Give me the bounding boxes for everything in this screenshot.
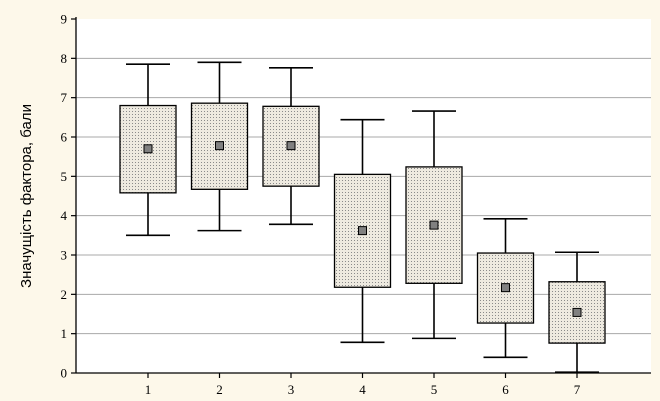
x-tick-label: 5 — [431, 382, 438, 397]
x-tick-labels: 1 2 3 4 5 6 7 — [145, 382, 581, 397]
box-1 — [119, 63, 177, 237]
y-tick-label: 4 — [61, 208, 68, 223]
x-tick-label: 2 — [216, 382, 223, 397]
x-tick-label: 1 — [145, 382, 152, 397]
median-marker — [572, 307, 582, 317]
y-axis-label: Значущість фактора, бали — [18, 104, 35, 288]
median-marker — [215, 141, 224, 151]
y-tick-label: 5 — [61, 169, 68, 184]
y-tick-labels: 0 1 2 3 4 5 6 7 8 9 — [61, 12, 68, 381]
axes — [71, 17, 651, 378]
y-tick-label: 0 — [61, 366, 68, 381]
boxes — [119, 61, 606, 374]
x-tick-label: 6 — [502, 382, 509, 397]
median-marker — [286, 141, 296, 151]
y-tick-label: 1 — [61, 326, 68, 341]
box-2 — [190, 61, 249, 232]
y-tick-label: 8 — [61, 51, 68, 66]
box-5 — [405, 110, 463, 340]
x-tick-label: 3 — [288, 382, 295, 397]
x-tick-label: 4 — [359, 382, 366, 397]
median-marker — [358, 226, 367, 236]
box-7 — [548, 251, 606, 374]
y-tick-label: 3 — [61, 248, 68, 263]
median-marker — [143, 144, 153, 154]
box-6 — [476, 218, 535, 359]
y-tick-label: 9 — [61, 12, 68, 27]
y-tick-label: 2 — [61, 287, 68, 302]
y-tick-label: 6 — [61, 130, 68, 145]
y-tick-label: 7 — [61, 90, 68, 105]
x-tick-label: 7 — [574, 382, 581, 397]
median-marker — [429, 220, 439, 230]
box-3 — [262, 66, 320, 226]
box-4 — [333, 118, 392, 344]
median-marker — [501, 283, 510, 293]
